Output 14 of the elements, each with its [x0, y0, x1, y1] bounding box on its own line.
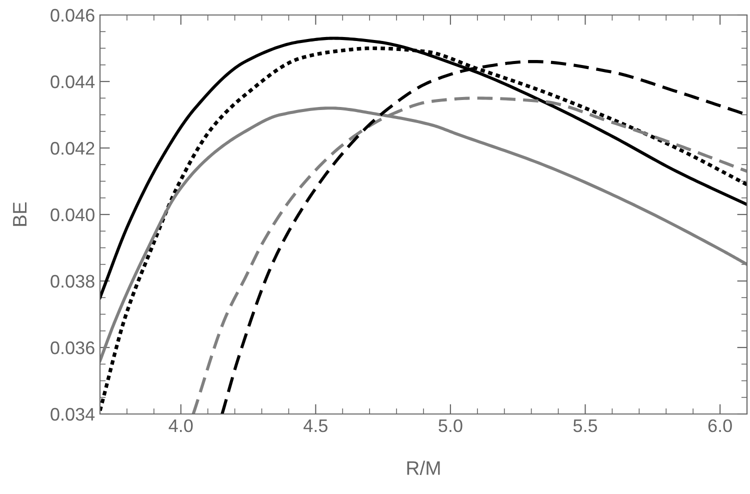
x-axis-title: R/M [407, 460, 440, 475]
x-tick-label: 6.0 [708, 419, 732, 432]
x-tick-label: 5.5 [573, 420, 598, 432]
x-tick-label: 4.5 [304, 420, 328, 432]
y-tick-label: 0.034 [50, 408, 95, 421]
y-tick-label: 0.036 [50, 341, 94, 354]
x-tick-label: 5.0 [438, 419, 462, 432]
y-axis-title: BE [13, 202, 26, 226]
y-tick-label: 0.040 [50, 208, 94, 222]
x-tick-label: 4.0 [168, 419, 193, 432]
y-tick-label: 0.044 [50, 75, 95, 88]
y-tick-label: 0.042 [50, 142, 94, 155]
y-tick-label: 0.038 [50, 274, 94, 288]
y-tick-label: 0.046 [50, 8, 94, 22]
